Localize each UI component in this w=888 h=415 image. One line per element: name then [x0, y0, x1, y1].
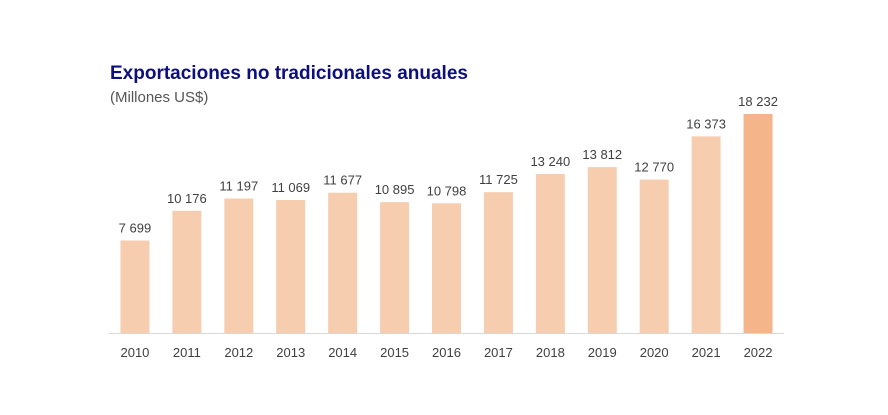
tick-label-2018: 2018: [536, 345, 565, 360]
x-tick-labels-group: 2010 2011 2012 2013 2014 2015 2016 2017 2018 2019…: [120, 345, 772, 360]
bar-2011: [172, 210, 202, 333]
value-label-2019: 13 812: [582, 147, 622, 162]
bar-2020: [639, 179, 669, 333]
bar-2014: [328, 192, 358, 333]
bar-2019: [587, 167, 617, 333]
bar-2012: [224, 198, 254, 333]
bars-group: [120, 114, 773, 333]
value-labels-group: 7 699 10 176 11 197 11 069 11 677 10 895 10 79…: [119, 94, 778, 236]
bar-2017: [483, 192, 513, 333]
tick-label-2017: 2017: [484, 345, 513, 360]
tick-label-2012: 2012: [224, 345, 253, 360]
value-label-2014: 11 677: [323, 173, 362, 188]
bar-2016: [432, 203, 461, 333]
value-label-2021: 16 373: [686, 116, 726, 131]
value-label-2010: 7 699: [119, 221, 152, 236]
tick-label-2022: 2022: [744, 345, 773, 360]
tick-label-2010: 2010: [120, 345, 149, 360]
tick-label-2020: 2020: [640, 345, 669, 360]
tick-label-2014: 2014: [328, 345, 357, 360]
tick-label-2019: 2019: [588, 345, 617, 360]
value-label-2011: 10 176: [167, 191, 207, 206]
bar-2013: [276, 200, 306, 333]
value-label-2022: 18 232: [738, 94, 778, 109]
tick-label-2016: 2016: [432, 345, 461, 360]
bar-2010: [120, 240, 150, 333]
bar-2018: [535, 173, 565, 333]
bar-2021: [691, 136, 721, 333]
value-label-2015: 10 895: [375, 182, 415, 197]
bar-2015: [380, 202, 410, 333]
value-label-2012: 11 197: [219, 179, 258, 194]
value-label-2017: 11 725: [479, 172, 518, 187]
bar-2022: [743, 114, 773, 333]
value-label-2016: 10 798: [427, 183, 467, 198]
value-label-2018: 13 240: [530, 154, 570, 169]
value-label-2020: 12 770: [634, 160, 674, 175]
tick-label-2021: 2021: [692, 345, 721, 360]
value-label-2013: 11 069: [271, 180, 310, 195]
tick-label-2013: 2013: [276, 345, 305, 360]
tick-label-2015: 2015: [380, 345, 409, 360]
tick-label-2011: 2011: [173, 345, 201, 360]
chart-title: Exportaciones no tradicionales anuales: [110, 63, 468, 84]
chart-subtitle: (Millones US$): [110, 89, 209, 106]
